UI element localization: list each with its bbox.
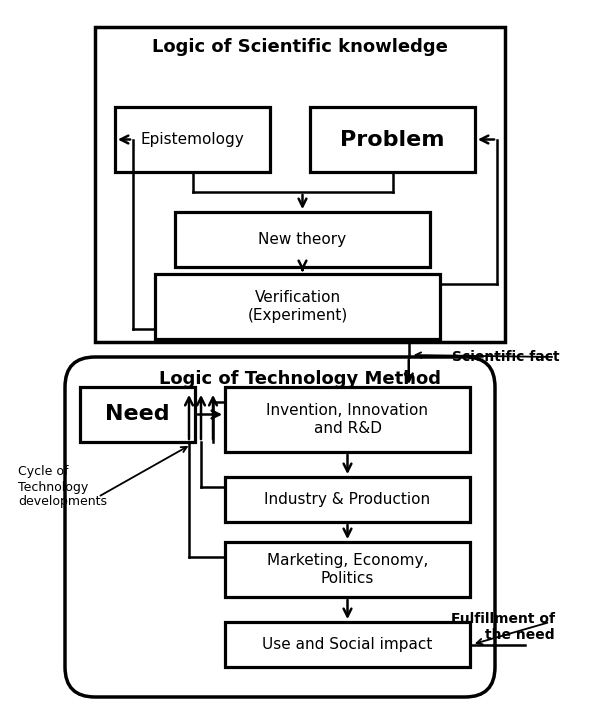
Bar <box>95 27 505 342</box>
Bar <box>225 542 470 597</box>
Text: Problem: Problem <box>340 130 445 150</box>
Text: New theory: New theory <box>259 232 347 247</box>
Bar <box>310 107 475 172</box>
Text: Cycle of
Technology
developments: Cycle of Technology developments <box>18 465 107 508</box>
Text: Industry & Production: Industry & Production <box>265 492 431 507</box>
Text: Verification
(Experiment): Verification (Experiment) <box>247 290 347 323</box>
Bar <box>115 107 270 172</box>
Bar <box>80 387 195 442</box>
Bar <box>225 622 470 667</box>
Text: Need: Need <box>105 404 170 424</box>
Text: Epistemology: Epistemology <box>140 132 244 147</box>
Text: Logic of Scientific knowledge: Logic of Scientific knowledge <box>152 38 448 56</box>
Bar <box>155 274 440 339</box>
Bar <box>175 212 430 267</box>
Bar <box>225 387 470 452</box>
Text: Fulfillment of
the need: Fulfillment of the need <box>451 612 555 642</box>
Text: Invention, Innovation
and R&D: Invention, Innovation and R&D <box>266 403 428 436</box>
Text: Logic of Technology Method: Logic of Technology Method <box>159 370 441 388</box>
Text: Use and Social impact: Use and Social impact <box>262 637 433 652</box>
Bar <box>225 477 470 522</box>
Text: Scientific fact: Scientific fact <box>452 350 560 364</box>
FancyBboxPatch shape <box>65 357 495 697</box>
Text: Marketing, Economy,
Politics: Marketing, Economy, Politics <box>267 554 428 586</box>
